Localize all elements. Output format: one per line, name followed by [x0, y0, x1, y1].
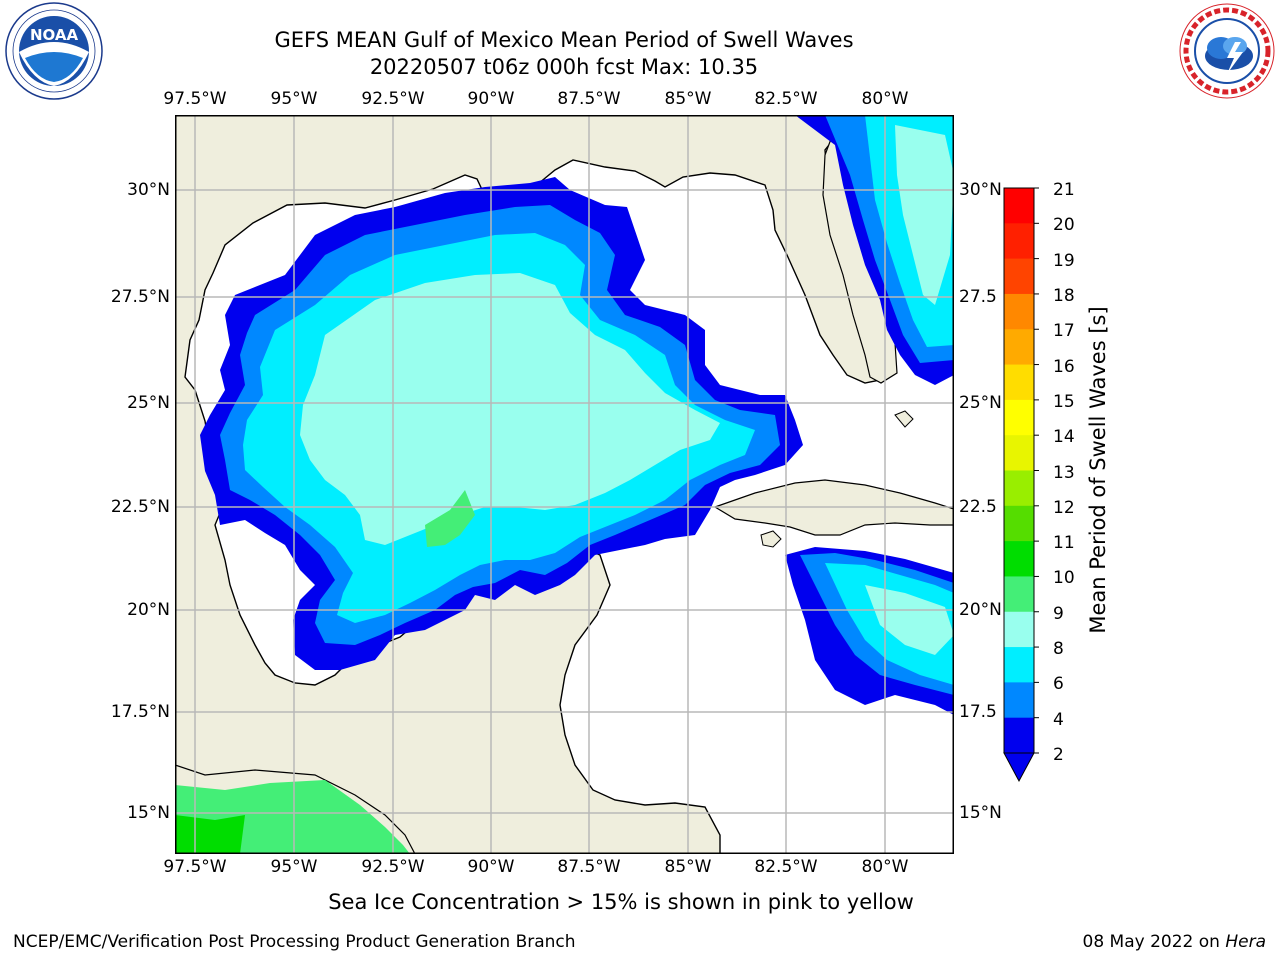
lat-tick-right: 25°N [959, 393, 1002, 413]
lat-tick-left: 22.5°N [110, 497, 170, 517]
map-grid [175, 115, 954, 854]
lat-tick-left: 20°N [127, 600, 170, 620]
lon-tick-bottom: 95°W [270, 857, 318, 877]
land-isla-juventud [760, 530, 782, 548]
map-frame [175, 115, 954, 854]
colorbar-label: 20 [1053, 215, 1075, 236]
lat-tick-left: 17.5°N [110, 702, 170, 722]
colorbar-label: 9 [1053, 603, 1064, 624]
colorbar [1000, 186, 1040, 786]
lon-tick-bottom: 82.5°W [754, 857, 818, 877]
lat-tick-left: 27.5°N [110, 287, 170, 307]
colorbar-band [1004, 435, 1034, 471]
noaa-logo-text: NOAA [30, 26, 79, 44]
swell-band-10-11 [175, 815, 245, 854]
colorbar-label: 8 [1053, 639, 1064, 660]
lat-tick-right: 17.5 [959, 702, 997, 722]
colorbar-band [1004, 541, 1034, 577]
noaa-logo: NOAA [5, 2, 103, 100]
colorbar-band [1004, 611, 1034, 648]
colorbar-label: 15 [1053, 391, 1075, 412]
lat-tick-right: 27.5 [959, 287, 997, 307]
colorbar-label: 13 [1053, 462, 1075, 483]
host-name: Hera [1225, 932, 1266, 952]
colorbar-label: 18 [1053, 285, 1075, 306]
lon-tick-bottom: 92.5°W [361, 857, 425, 877]
colorbar-band [1004, 682, 1034, 719]
colorbar-band [1004, 258, 1034, 295]
lon-tick-top: 82.5°W [754, 89, 818, 109]
lon-tick-bottom: 90°W [467, 857, 515, 877]
lon-tick-top: 95°W [270, 89, 318, 109]
colorbar-svg [1003, 187, 1039, 783]
colorbar-band [1004, 223, 1034, 260]
colorbar-label: 14 [1053, 427, 1075, 448]
chart-subtitle: 20220507 t06z 000h fcst Max: 10.35 [369, 55, 759, 79]
colorbar-label: 12 [1053, 497, 1075, 518]
lat-tick-right: 15°N [959, 803, 1002, 823]
land-bahamas [894, 410, 914, 428]
colorbar-band [1004, 470, 1034, 507]
sea-ice-note: Sea Ice Concentration > 15% is shown in … [328, 890, 914, 914]
colorbar-label: 2 [1053, 745, 1064, 765]
colorbar-band [1004, 329, 1034, 366]
lon-tick-top: 87.5°W [557, 89, 621, 109]
colorbar-label: 17 [1053, 321, 1075, 342]
lon-tick-bottom: 80°W [861, 857, 909, 877]
swell-band-8-9 [300, 125, 954, 655]
lat-tick-left: 25°N [127, 393, 170, 413]
map-panel [174, 114, 955, 855]
colorbar-label: 6 [1053, 674, 1064, 695]
colorbar-band [1004, 188, 1034, 224]
chart-title: GEFS MEAN Gulf of Mexico Mean Period of … [274, 28, 854, 52]
colorbar-band [1004, 505, 1034, 542]
colorbar-extend [1003, 752, 1035, 783]
colorbar-band [1004, 364, 1034, 401]
colorbar-label: 11 [1053, 533, 1075, 554]
map-svg [174, 114, 955, 855]
lon-tick-bottom: 85°W [664, 857, 712, 877]
nws-logo [1177, 2, 1277, 100]
lon-tick-top: 80°W [861, 89, 909, 109]
colorbar-label: 4 [1053, 709, 1064, 730]
lat-tick-left: 15°N [127, 803, 170, 823]
lat-tick-left: 30°N [127, 180, 170, 200]
date-text: 08 May 2022 on [1082, 932, 1220, 952]
lon-tick-top: 92.5°W [361, 89, 425, 109]
lat-tick-right: 20°N [959, 600, 1002, 620]
colorbar-label: 19 [1053, 250, 1075, 271]
lon-tick-bottom: 97.5°W [163, 857, 227, 877]
lon-tick-top: 85°W [664, 89, 712, 109]
colorbar-band [1004, 293, 1034, 330]
lon-tick-top: 90°W [467, 89, 515, 109]
credit-text: NCEP/EMC/Verification Post Processing Pr… [13, 932, 576, 952]
colorbar-band [1004, 717, 1034, 754]
date-stamp: 08 May 2022 on Hera [1083, 932, 1267, 952]
colorbar-label: 21 [1053, 180, 1075, 200]
colorbar-label: 10 [1053, 568, 1075, 589]
lat-tick-right: 30°N [959, 180, 1002, 200]
colorbar-title: Mean Period of Swell Waves [s] [1086, 306, 1110, 634]
colorbar-band [1004, 399, 1034, 436]
colorbar-label: 16 [1053, 356, 1075, 377]
lat-tick-right: 22.5 [959, 497, 997, 517]
colorbar-band [1004, 576, 1034, 613]
lon-tick-bottom: 87.5°W [557, 857, 621, 877]
lon-tick-top: 97.5°W [163, 89, 227, 109]
colorbar-band [1004, 647, 1034, 683]
